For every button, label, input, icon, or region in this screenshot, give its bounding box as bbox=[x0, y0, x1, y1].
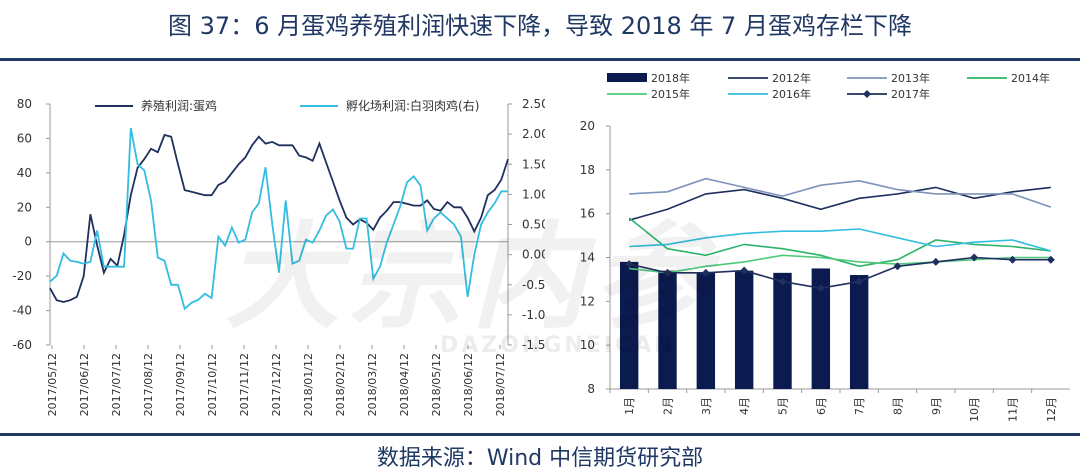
right-y-tick-label: 2.00 bbox=[522, 127, 545, 141]
series-marker bbox=[740, 266, 749, 275]
y-tick-label: 14 bbox=[580, 251, 595, 265]
x-tick-label: 2017/05/12 bbox=[46, 353, 59, 416]
series-marker bbox=[701, 268, 710, 277]
watermark-subtext: DAZONGNEICAN bbox=[440, 333, 676, 358]
x-tick-label: 2018/04/12 bbox=[398, 353, 411, 416]
series-line bbox=[628, 217, 1051, 268]
x-tick-label: 5月 bbox=[777, 397, 790, 415]
bottom-rule bbox=[0, 433, 1080, 436]
y-tick-label: 8 bbox=[587, 382, 595, 396]
x-tick-label: 2月 bbox=[662, 397, 675, 415]
x-tick-label: 2018/02/12 bbox=[334, 353, 347, 416]
series-line bbox=[629, 256, 1051, 290]
series-marker bbox=[893, 262, 902, 271]
profit-line-chart: -60 -40 -20 0 20 40 60 80 -1.50 -1.00 -0.50 0.00 0.5… bbox=[12, 97, 545, 416]
x-tick-label: 9月 bbox=[930, 397, 943, 415]
watermark-text: 大宗内参 bbox=[225, 211, 717, 345]
x-tick-label: 2017/11/12 bbox=[238, 353, 251, 416]
x-tick-label: 6月 bbox=[815, 397, 828, 415]
left-y-tick-label: -60 bbox=[12, 338, 32, 352]
top-rule bbox=[0, 58, 1080, 61]
legend-marker bbox=[863, 90, 871, 98]
x-tick-label: 3月 bbox=[700, 397, 713, 415]
x-tick-label: 10月 bbox=[968, 397, 981, 422]
x-tick-label: 2018/01/12 bbox=[302, 353, 315, 416]
x-tick-label: 2017/07/12 bbox=[110, 353, 123, 416]
legend-label: 2014年 bbox=[1011, 71, 1050, 85]
right-y-tick-label: 0.50 bbox=[522, 218, 545, 232]
left-y-tick-label: 20 bbox=[17, 200, 32, 214]
legend-label: 2015年 bbox=[651, 87, 690, 101]
x-tick-label: 2017/08/12 bbox=[142, 353, 155, 416]
legend-label: 2016年 bbox=[772, 87, 811, 101]
y-tick-label: 12 bbox=[580, 294, 595, 308]
bar-2018 bbox=[849, 275, 869, 389]
legend-label: 养殖利润:蛋鸡 bbox=[141, 98, 217, 113]
series-marker bbox=[931, 257, 940, 266]
x-tick-label: 4月 bbox=[738, 397, 751, 415]
right-y-tick-label: 1.50 bbox=[522, 157, 545, 171]
source-note: 数据来源：Wind 中信期货研究部 bbox=[376, 446, 704, 471]
series-marker bbox=[1046, 255, 1055, 264]
bar-2018 bbox=[773, 272, 792, 389]
legend-label: 2018年 bbox=[651, 71, 690, 85]
left-y-tick-label: -40 bbox=[12, 304, 32, 318]
left-y-tick-label: 40 bbox=[17, 166, 32, 180]
series-marker bbox=[855, 277, 864, 286]
series-line bbox=[629, 254, 1051, 274]
bar-2018 bbox=[658, 270, 677, 389]
y-tick-label: 20 bbox=[580, 119, 595, 133]
series-marker bbox=[970, 253, 979, 262]
y-tick-label: 10 bbox=[580, 338, 595, 352]
y-tick-label: 18 bbox=[580, 163, 595, 177]
x-tick-label: 2017/09/12 bbox=[174, 353, 187, 416]
legend-label: 2013年 bbox=[891, 71, 930, 85]
bar-2018 bbox=[734, 270, 754, 389]
right-y-tick-label: -1.50 bbox=[522, 338, 545, 352]
broiler-profit-series bbox=[49, 127, 508, 311]
legend-label: 2012年 bbox=[772, 71, 811, 85]
x-tick-label: 2018/05/12 bbox=[430, 353, 443, 416]
series-marker bbox=[778, 277, 787, 286]
series-line bbox=[628, 186, 1051, 221]
left-y-tick-label: -20 bbox=[12, 269, 32, 283]
bar-2018 bbox=[619, 261, 639, 389]
x-tick-label: 8月 bbox=[892, 397, 905, 415]
x-tick-label: 11月 bbox=[1007, 397, 1020, 422]
x-tick-label: 2018/07/12 bbox=[494, 353, 507, 416]
left-y-tick-label: 80 bbox=[17, 97, 32, 111]
right-y-tick-label: -0.50 bbox=[522, 278, 545, 292]
x-tick-label: 2018/06/12 bbox=[462, 353, 475, 416]
series-line bbox=[629, 228, 1052, 252]
legend-swatch bbox=[607, 73, 647, 82]
right-y-tick-label: 1.00 bbox=[522, 187, 545, 201]
right-y-tick-label: -1.00 bbox=[522, 308, 545, 322]
x-tick-label: 1月 bbox=[623, 397, 636, 415]
y-tick-label: 16 bbox=[580, 207, 595, 221]
left-y-tick-label: 0 bbox=[24, 235, 32, 249]
inventory-chart: 8 10 12 14 16 18 20 1月 2月 3月 4月 5月 6月 7月 8月 9月 10月 11月 12月… bbox=[580, 71, 1070, 422]
x-tick-label: 12月 bbox=[1045, 397, 1058, 422]
x-tick-label: 2017/12/12 bbox=[270, 353, 283, 416]
right-y-tick-label: 0.00 bbox=[522, 248, 545, 262]
series-line bbox=[629, 177, 1052, 208]
series-marker bbox=[663, 268, 672, 277]
x-tick-label: 2018/03/12 bbox=[366, 353, 379, 416]
x-tick-label: 7月 bbox=[853, 397, 866, 415]
left-y-tick-label: 60 bbox=[17, 131, 32, 145]
figure-title: 图 37：6 月蛋鸡养殖利润快速下降，导致 2018 年 7 月蛋鸡存栏下降 bbox=[168, 12, 912, 40]
right-y-tick-label: 2.50 bbox=[522, 97, 545, 111]
series-marker bbox=[816, 284, 825, 293]
bar-2018 bbox=[811, 268, 831, 389]
x-tick-label: 2017/10/12 bbox=[206, 353, 219, 416]
series-marker bbox=[625, 260, 634, 269]
legend-label: 孵化场利润:白羽肉鸡(右) bbox=[346, 98, 479, 113]
x-tick-label: 2017/06/12 bbox=[78, 353, 91, 416]
bar-2018 bbox=[696, 272, 716, 389]
legend-label: 2017年 bbox=[891, 87, 930, 101]
